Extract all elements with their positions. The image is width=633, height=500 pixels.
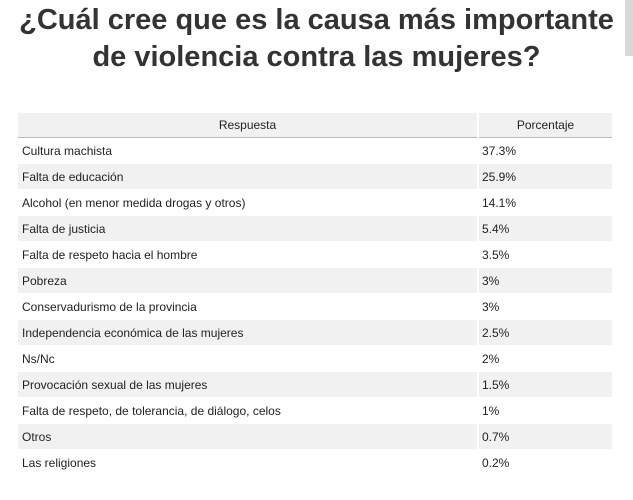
row-percentage: 3% (477, 267, 612, 294)
row-percentage: 0.2% (477, 449, 612, 476)
row-label: Independencia económica de las mujeres (18, 319, 478, 346)
row-label: Alcohol (en menor medida drogas y otros) (18, 189, 478, 216)
row-percentage: 3% (477, 293, 612, 320)
row-percentage: 14.1% (477, 189, 612, 216)
row-percentage: 0.7% (477, 423, 612, 450)
table-row: Cultura machista 37.3% (18, 137, 612, 164)
table-row: Falta de respeto hacia el hombre 3.5% (18, 241, 612, 268)
header-row: Respuesta Porcentaje (18, 113, 612, 138)
page-title: ¿Cuál cree que es la causa más important… (0, 2, 633, 76)
column-header-porcentaje: Porcentaje (477, 113, 612, 138)
row-percentage: 2% (477, 345, 612, 372)
row-percentage: 1% (477, 397, 612, 424)
column-header-respuesta: Respuesta (18, 113, 478, 138)
row-percentage: 2.5% (477, 319, 612, 346)
row-percentage: 37.3% (477, 137, 612, 164)
row-percentage: 3.5% (477, 241, 612, 268)
table-row: Falta de justicia 5.4% (18, 215, 612, 242)
title-line-2: de violencia contra las mujeres? (92, 41, 541, 73)
results-table: Respuesta Porcentaje Cultura machista 37.… (18, 113, 612, 476)
row-label: Ns/Nc (18, 345, 478, 372)
table-row: Las religiones 0.2% (18, 449, 612, 476)
scroll-edge (625, 0, 633, 56)
table-row: Alcohol (en menor medida drogas y otros)… (18, 189, 612, 216)
row-label: Falta de educación (18, 163, 478, 190)
row-label: Falta de justicia (18, 215, 478, 242)
row-label: Otros (18, 423, 478, 450)
title-line-1: ¿Cuál cree que es la causa más important… (19, 4, 614, 36)
row-label: Provocación sexual de las mujeres (18, 371, 478, 398)
table-body: Cultura machista 37.3% Falta de educación 2… (18, 137, 612, 476)
table-row: Pobreza 3% (18, 267, 612, 294)
table-row: Conservadurismo de la provincia 3% (18, 293, 612, 320)
table-row: Otros 0.7% (18, 423, 612, 450)
table-row: Provocación sexual de las mujeres 1.5% (18, 371, 612, 398)
row-label: Las religiones (18, 449, 478, 476)
table-row: Falta de respeto, de tolerancia, de diál… (18, 397, 612, 424)
row-label: Conservadurismo de la provincia (18, 293, 478, 320)
row-percentage: 1.5% (477, 371, 612, 398)
row-label: Cultura machista (18, 137, 478, 164)
row-label: Falta de respeto hacia el hombre (18, 241, 478, 268)
row-label: Falta de respeto, de tolerancia, de diál… (18, 397, 478, 424)
row-percentage: 25.9% (477, 163, 612, 190)
row-percentage: 5.4% (477, 215, 612, 242)
row-label: Pobreza (18, 267, 478, 294)
table-row: Falta de educación 25.9% (18, 163, 612, 190)
table-header: Respuesta Porcentaje (18, 113, 612, 138)
table-row: Ns/Nc 2% (18, 345, 612, 372)
table-row: Independencia económica de las mujeres 2.… (18, 319, 612, 346)
